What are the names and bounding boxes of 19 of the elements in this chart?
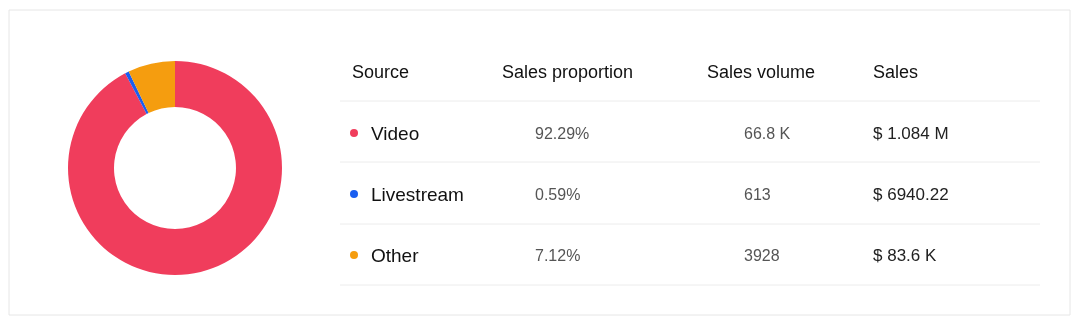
- donut-slice: [128, 61, 175, 114]
- legend-label: Other: [371, 245, 420, 266]
- text: 7.12%: [535, 247, 581, 264]
- donut-slice: [125, 71, 149, 115]
- text: 66.8 K: [744, 125, 791, 142]
- text: 92.29%: [535, 125, 590, 142]
- legend-label: Video: [371, 123, 420, 144]
- text: 613: [744, 186, 771, 203]
- text: Sales: [873, 62, 919, 82]
- text: $ 83.6 K: [873, 246, 937, 265]
- text: $ 1.084 M: [873, 124, 949, 143]
- text: 0.59%: [535, 186, 581, 203]
- text: Sales volume: [707, 62, 816, 82]
- legend-label: Livestream: [371, 184, 464, 205]
- text: $ 6940.22: [873, 185, 949, 204]
- legend-title: Source: [352, 62, 410, 82]
- donut-slice: [68, 61, 282, 275]
- text: Sales proportion: [502, 62, 634, 82]
- text: 3928: [744, 247, 780, 264]
